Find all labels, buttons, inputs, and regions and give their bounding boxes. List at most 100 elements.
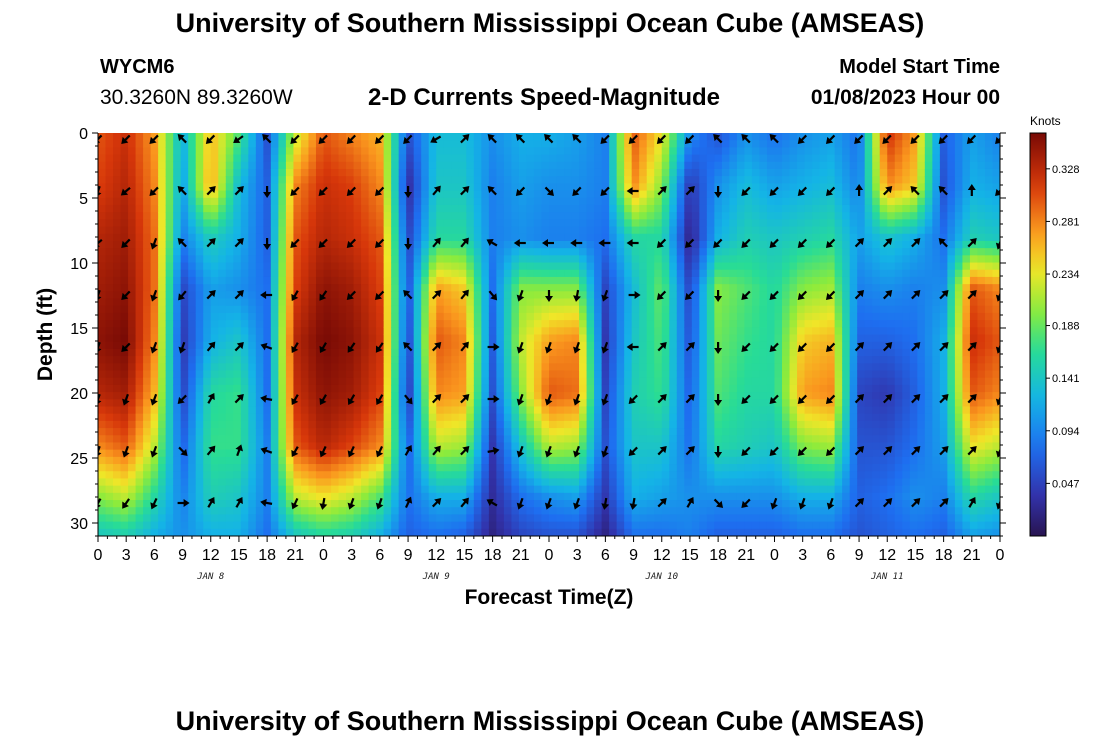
- heatmap-cell: [173, 212, 182, 220]
- heatmap-cell: [669, 370, 678, 379]
- heatmap-cell: [526, 133, 535, 141]
- heatmap-cell: [270, 341, 279, 350]
- heatmap-cell: [203, 284, 212, 292]
- heatmap-cell: [436, 435, 445, 444]
- heatmap-cell: [556, 233, 565, 242]
- heatmap-cell: [361, 183, 370, 192]
- heatmap-cell: [684, 334, 693, 343]
- heatmap-cell: [594, 219, 603, 228]
- heatmap-cell: [518, 133, 528, 141]
- heatmap-cell: [458, 507, 467, 516]
- heatmap-cell: [270, 262, 279, 271]
- heatmap-cell: [526, 226, 535, 235]
- heatmap-cell: [240, 276, 249, 285]
- heatmap-cell: [293, 485, 302, 494]
- heatmap-cell: [391, 204, 400, 213]
- heatmap-cell: [541, 348, 550, 357]
- heatmap-cell: [744, 478, 753, 487]
- heatmap-cell: [210, 392, 219, 400]
- heatmap-cell: [609, 521, 618, 530]
- heatmap-cell: [676, 406, 685, 415]
- heatmap-cell: [564, 435, 573, 444]
- heatmap-cell: [631, 370, 640, 379]
- heatmap-cell: [511, 133, 520, 141]
- heatmap-cell: [376, 420, 385, 429]
- heatmap-cell: [571, 420, 580, 429]
- heatmap-cell: [270, 485, 279, 494]
- heatmap-cell: [616, 442, 625, 451]
- heatmap-cell: [443, 392, 452, 400]
- heatmap-cell: [120, 435, 129, 444]
- heatmap-cell: [759, 348, 768, 357]
- heatmap-cell: [391, 161, 400, 170]
- heatmap-cell: [533, 406, 543, 415]
- heatmap-cell: [233, 399, 242, 408]
- heatmap-cell: [331, 276, 340, 285]
- heatmap-cell: [203, 485, 212, 494]
- heatmap-cell: [308, 514, 317, 523]
- heatmap-cell: [533, 305, 543, 314]
- heatmap-cell: [195, 291, 204, 300]
- heatmap-cell: [646, 255, 655, 264]
- heatmap-cell: [624, 276, 633, 285]
- heatmap-cell: [676, 435, 685, 444]
- heatmap-cell: [676, 176, 685, 184]
- heatmap-cell: [180, 204, 189, 213]
- heatmap-cell: [706, 384, 715, 393]
- heatmap-cell: [661, 255, 670, 264]
- heatmap-cell: [436, 240, 445, 249]
- heatmap-cell: [586, 420, 595, 429]
- heatmap-cell: [255, 327, 264, 336]
- heatmap-cell: [150, 320, 159, 328]
- heatmap-cell: [518, 262, 528, 271]
- heatmap-cell: [661, 435, 670, 444]
- heatmap-cell: [473, 147, 482, 156]
- heatmap-cell: [158, 190, 167, 199]
- heatmap-cell: [300, 528, 310, 536]
- heatmap-cell: [549, 204, 558, 213]
- heatmap-cell: [729, 406, 738, 415]
- heatmap-cell: [113, 284, 122, 292]
- heatmap-cell: [150, 435, 159, 444]
- heatmap-cell: [691, 248, 700, 256]
- heatmap-cell: [105, 291, 114, 300]
- heatmap-cell: [616, 485, 625, 494]
- heatmap-cell: [383, 413, 392, 422]
- heatmap-cell: [165, 248, 174, 256]
- heatmap-cell: [481, 204, 490, 213]
- heatmap-cell: [195, 219, 204, 228]
- heatmap-cell: [579, 528, 588, 536]
- heatmap-cell: [331, 327, 340, 336]
- heatmap-cell: [556, 320, 565, 328]
- heatmap-cell: [293, 255, 302, 264]
- heatmap-cell: [639, 248, 648, 256]
- heatmap-cell: [346, 183, 355, 192]
- heatmap-cell: [158, 233, 167, 242]
- heatmap-cell: [398, 341, 407, 350]
- heatmap-cell: [571, 140, 580, 148]
- heatmap-cell: [669, 521, 678, 530]
- heatmap-cell: [706, 269, 715, 278]
- heatmap-cell: [526, 485, 535, 494]
- heatmap-cell: [473, 464, 482, 472]
- heatmap-cell: [691, 406, 700, 415]
- heatmap-cell: [285, 334, 295, 343]
- heatmap-cell: [744, 168, 753, 177]
- heatmap-cell: [135, 428, 144, 436]
- heatmap-cell: [225, 154, 234, 163]
- heatmap-cell: [714, 212, 723, 220]
- heatmap-cell: [601, 262, 610, 271]
- heatmap-cell: [586, 147, 595, 156]
- heatmap-cell: [488, 320, 497, 328]
- heatmap-cell: [571, 428, 580, 436]
- heatmap-cell: [331, 507, 340, 516]
- heatmap-cell: [331, 478, 340, 487]
- heatmap-cell: [113, 291, 122, 300]
- heatmap-cell: [421, 212, 430, 220]
- heatmap-cell: [586, 413, 595, 422]
- heatmap-cell: [518, 168, 528, 177]
- heatmap-cell: [135, 233, 144, 242]
- heatmap-cell: [661, 190, 670, 199]
- heatmap-cell: [556, 176, 565, 184]
